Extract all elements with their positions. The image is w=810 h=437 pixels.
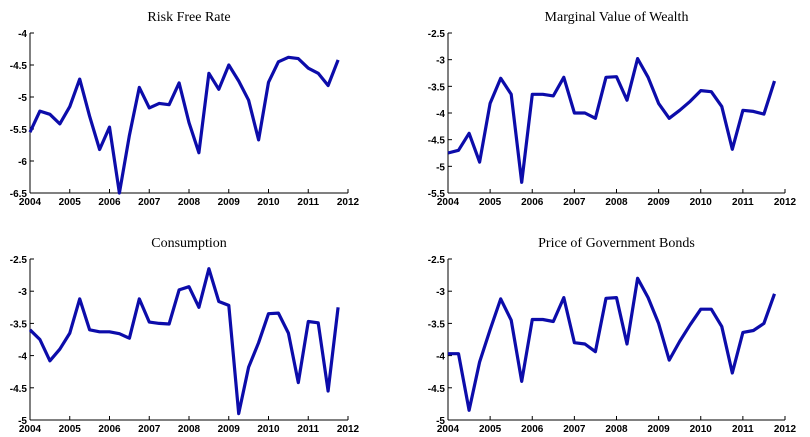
y-tick-label: -5.5 [428, 189, 446, 200]
x-tick-label: 2008 [178, 424, 201, 435]
x-tick-label: 2009 [218, 424, 241, 435]
chart-title: Risk Free Rate [147, 10, 230, 25]
y-tick-label: -3 [18, 287, 27, 298]
data-line [28, 267, 340, 416]
x-tick-label: 2011 [297, 197, 319, 208]
x-tick-label: 2008 [605, 197, 628, 208]
x-tick-label: 2006 [521, 197, 544, 208]
x-tick-label: 2012 [337, 197, 360, 208]
x-tick-label: 2007 [138, 197, 161, 208]
x-tick-label: 2005 [59, 197, 82, 208]
y-tick-label: -3.5 [428, 82, 446, 93]
x-tick-label: 2005 [479, 197, 502, 208]
y-tick-label: -5 [18, 416, 27, 427]
x-tick-label: 2009 [648, 197, 671, 208]
y-tick-label: -6 [18, 157, 27, 168]
x-tick-label: 2011 [732, 197, 754, 208]
x-tick-label: 2012 [774, 424, 797, 435]
y-tick-label: -5.5 [10, 125, 28, 136]
y-tick-label: -4.5 [428, 136, 446, 147]
x-tick-label: 2004 [437, 424, 460, 435]
y-tick-label: -4.5 [10, 384, 28, 395]
x-tick-label: 2007 [563, 424, 586, 435]
x-tick-label: 2004 [19, 197, 42, 208]
x-tick-label: 2010 [257, 197, 280, 208]
x-tick-label: 2007 [563, 197, 586, 208]
x-tick-label: 2005 [59, 424, 82, 435]
x-tick-label: 2011 [732, 424, 754, 435]
x-tick-label: 2006 [521, 424, 544, 435]
y-tick-label: -4 [436, 109, 445, 120]
x-tick-label: 2010 [690, 424, 713, 435]
x-tick-label: 2012 [774, 197, 797, 208]
y-tick-label: -2.5 [10, 255, 28, 266]
y-tick-label: -4 [436, 352, 445, 363]
x-tick-label: 2009 [648, 424, 671, 435]
y-tick-label: -6.5 [10, 189, 28, 200]
x-tick-label: 2010 [690, 197, 713, 208]
x-tick-label: 2004 [437, 197, 460, 208]
y-tick-label: -2.5 [428, 255, 446, 266]
y-tick-label: -5 [18, 93, 27, 104]
x-tick-label: 2012 [337, 424, 360, 435]
y-tick-label: -5 [436, 416, 445, 427]
x-tick-label: 2004 [19, 424, 42, 435]
x-tick-label: 2008 [605, 424, 628, 435]
y-tick-label: -4 [18, 352, 27, 363]
chart-title: Consumption [151, 236, 226, 251]
chart-title: Price of Government Bonds [538, 236, 695, 251]
y-tick-label: -3.5 [428, 319, 446, 330]
data-line [448, 276, 777, 412]
y-tick-label: -5 [436, 162, 445, 173]
chart-title: Marginal Value of Wealth [545, 10, 689, 25]
x-tick-label: 2008 [178, 197, 201, 208]
y-tick-label: -4.5 [428, 384, 446, 395]
x-tick-label: 2006 [98, 197, 121, 208]
x-tick-label: 2010 [257, 424, 280, 435]
x-tick-label: 2011 [297, 424, 319, 435]
y-tick-label: -4 [18, 29, 27, 40]
y-tick-label: -4.5 [10, 61, 28, 72]
data-line [447, 57, 777, 184]
x-tick-label: 2007 [138, 424, 161, 435]
y-tick-label: -2.5 [428, 29, 446, 40]
data-line [28, 55, 340, 195]
y-tick-label: -3.5 [10, 319, 28, 330]
y-tick-label: -3 [436, 287, 445, 298]
x-tick-label: 2006 [98, 424, 121, 435]
y-tick-label: -3 [436, 56, 445, 67]
x-tick-label: 2009 [218, 197, 241, 208]
x-tick-label: 2005 [479, 424, 502, 435]
